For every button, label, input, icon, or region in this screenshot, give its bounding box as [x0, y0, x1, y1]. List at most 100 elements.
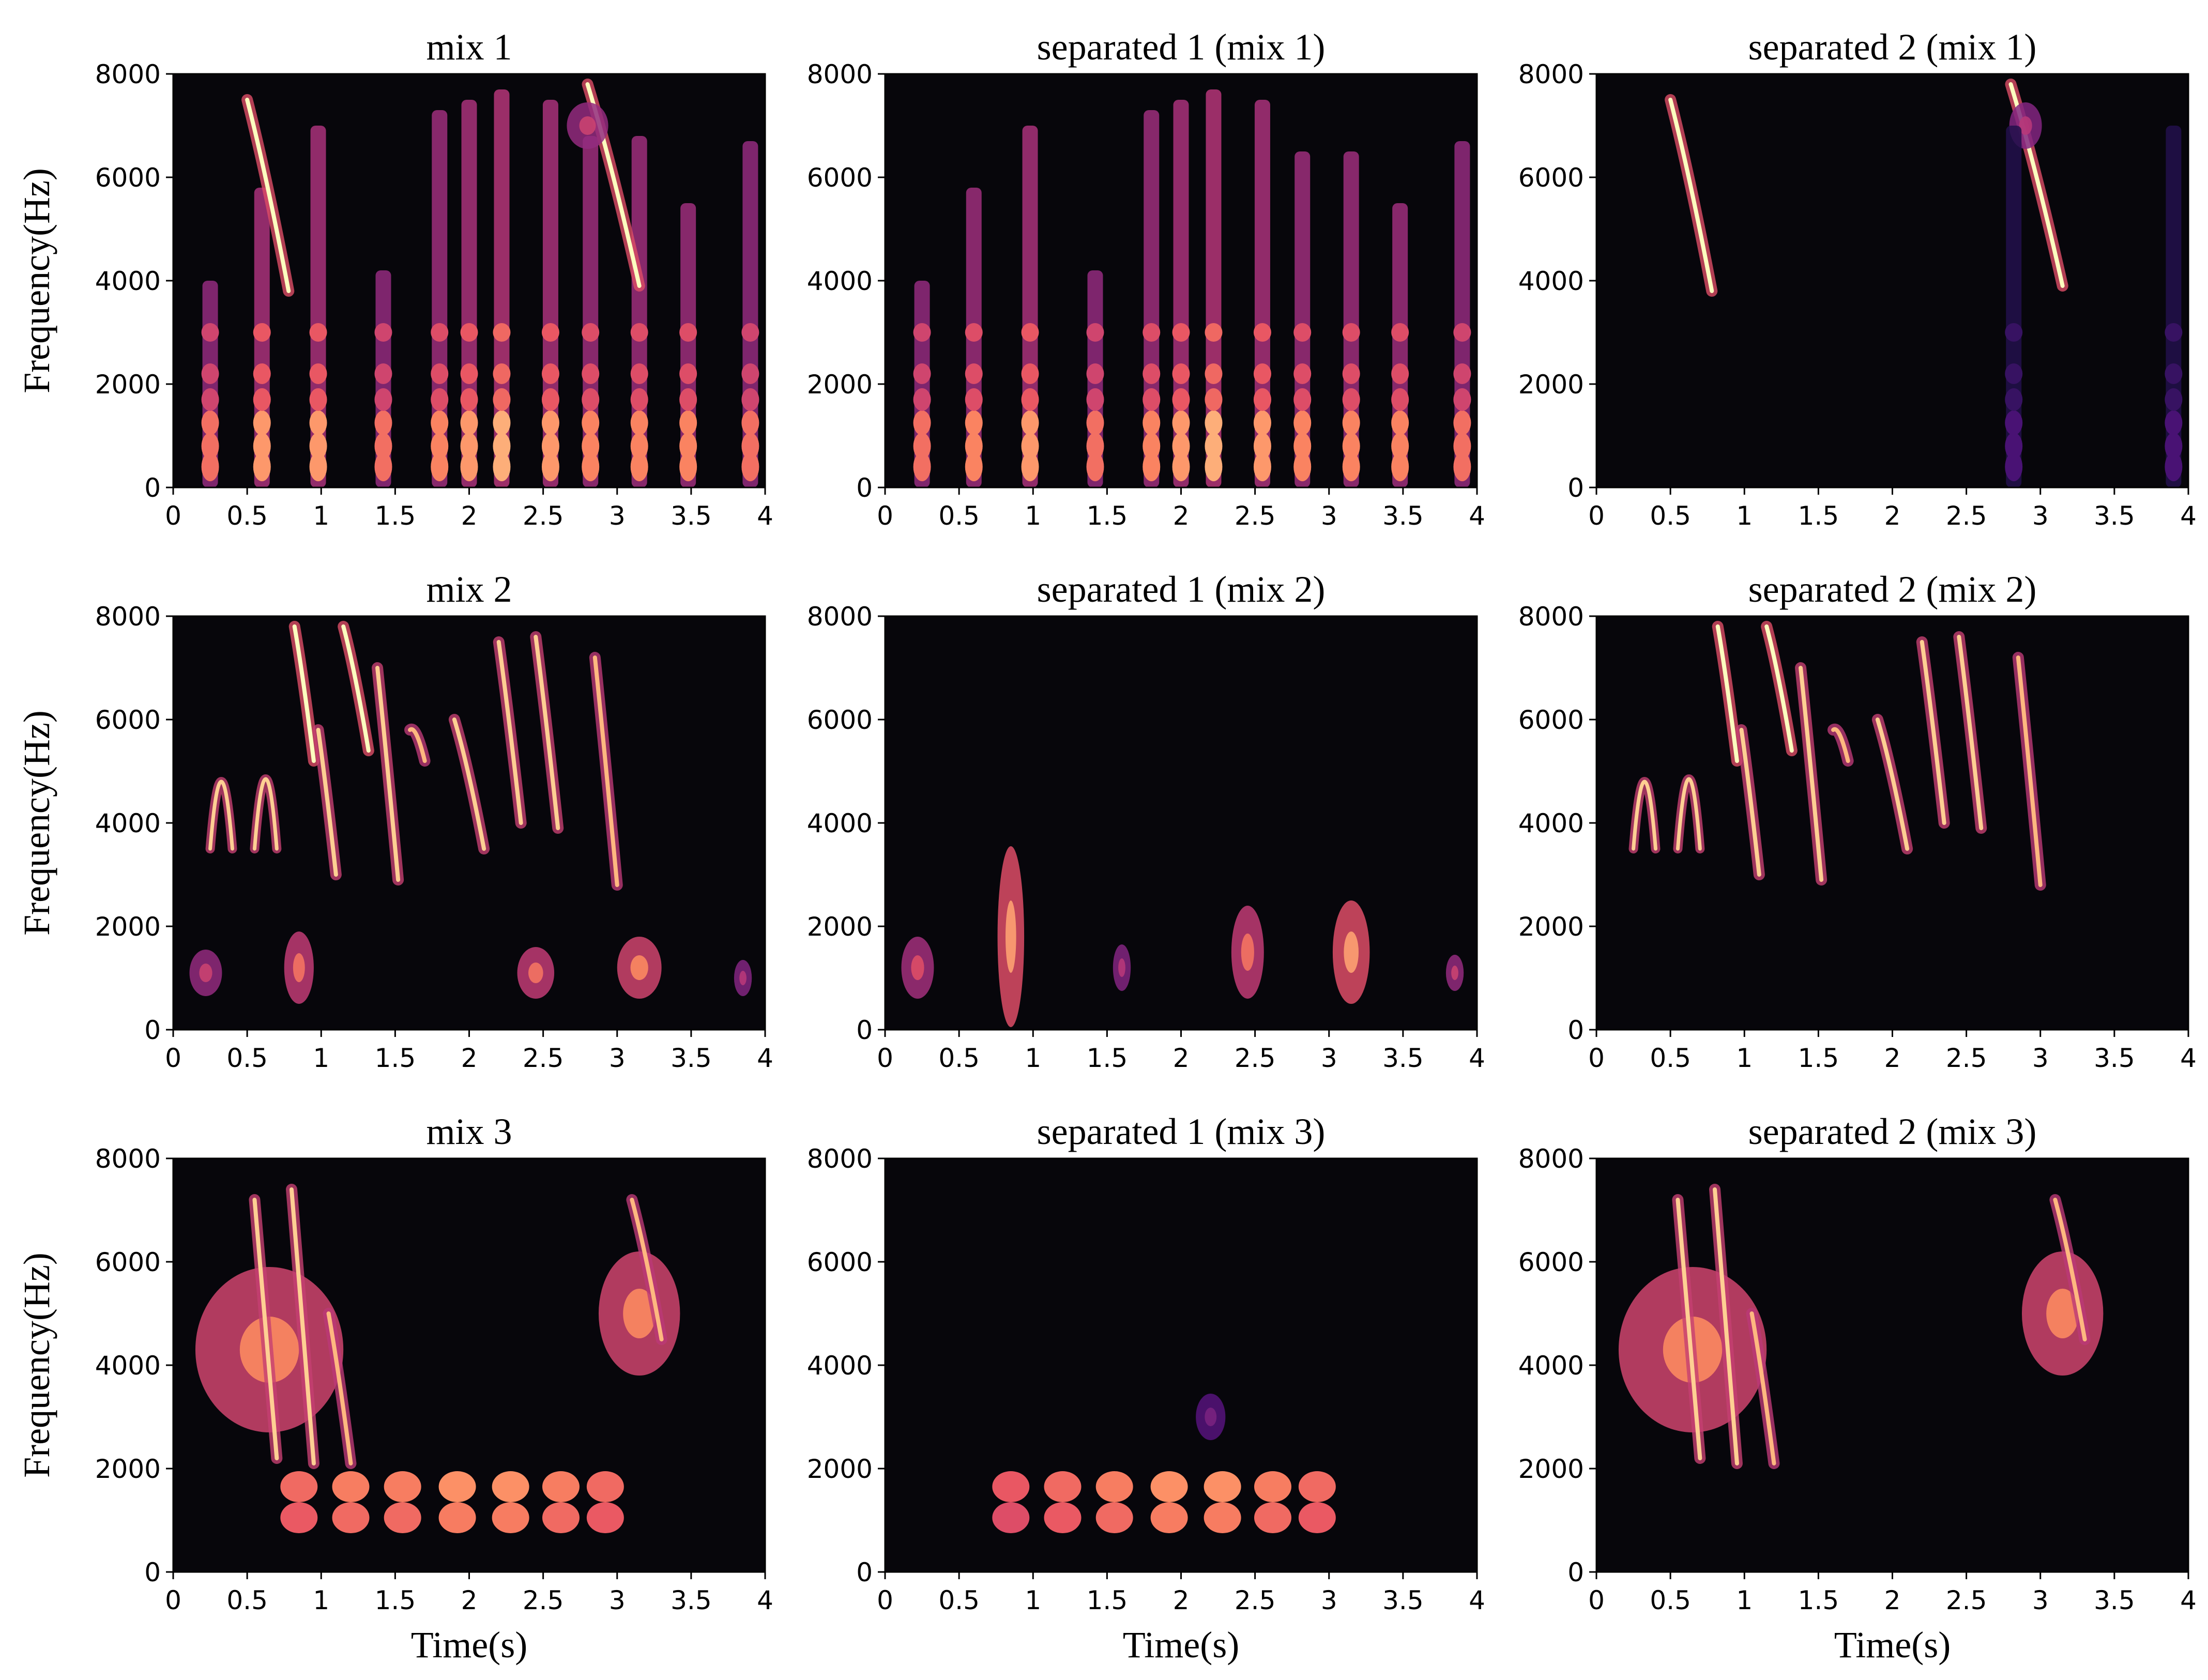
energy-blob [374, 452, 392, 481]
energy-blob [460, 452, 478, 481]
x-tick-label: 0 [877, 501, 893, 531]
energy-blob [460, 410, 478, 435]
energy-blob [374, 410, 392, 435]
energy-blob [582, 388, 600, 411]
x-tick-label: 2.5 [523, 1043, 564, 1073]
energy-blob [913, 452, 931, 481]
energy-syllable [384, 1502, 421, 1533]
energy-syllable [1150, 1471, 1188, 1502]
energy-sweep [452, 717, 486, 851]
energy-blob [1021, 388, 1039, 411]
x-tick-label: 2.5 [1946, 1043, 1987, 1073]
energy-blob [374, 388, 392, 411]
x-tick-label: 4 [757, 501, 773, 531]
energy-blob [1172, 410, 1190, 435]
energy-blob [2165, 388, 2183, 411]
x-tick-label: 1 [1736, 1585, 1753, 1615]
energy-sweep [1875, 717, 1910, 851]
y-tick-label: 2000 [1518, 370, 1584, 400]
energy-blob [1253, 433, 1271, 460]
y-tick-label: 0 [1567, 1557, 1584, 1587]
energy-blob [1021, 433, 1039, 460]
energy-blob [1143, 363, 1161, 384]
energy-blob [1172, 433, 1190, 460]
x-tick-label: 2 [1173, 501, 1190, 531]
y-tick-label: 0 [856, 473, 873, 503]
energy-blob [1453, 388, 1471, 411]
energy-sweep [326, 1311, 353, 1465]
x-tick-label: 1 [1736, 501, 1753, 531]
energy-blob [1453, 433, 1471, 460]
energy-blob [1453, 452, 1471, 481]
x-tick-label: 3 [1321, 1585, 1337, 1615]
energy-syllable [1204, 1471, 1241, 1502]
energy-syllable [332, 1471, 370, 1502]
energy-syllable [332, 1502, 370, 1533]
energy-sweep [375, 666, 401, 882]
panel-title: mix 3 [426, 1111, 512, 1152]
energy-blob [1205, 363, 1223, 384]
energy-blob [1342, 452, 1360, 481]
energy-blob [1391, 323, 1409, 342]
energy-blob [1391, 433, 1409, 460]
energy-blob [1342, 363, 1360, 384]
x-tick-label: 3.5 [1382, 1043, 1424, 1073]
energy-blob [679, 410, 697, 435]
energy-sweep [1676, 1198, 1702, 1460]
energy-sweep [316, 728, 338, 877]
energy-blob [431, 388, 449, 411]
x-tick-label: 1.5 [1798, 1585, 1839, 1615]
energy-blob [1086, 363, 1104, 384]
energy-blob [493, 433, 511, 460]
energy-blob [1086, 323, 1104, 342]
energy-blob-core [623, 1289, 656, 1338]
energy-blob [1342, 433, 1360, 460]
energy-blob [309, 363, 327, 384]
energy-syllable [1150, 1502, 1188, 1533]
spectrogram-energy [901, 846, 1464, 1027]
spectrogram-background [1596, 616, 2188, 1030]
panel-title: separated 1 (mix 1) [1037, 26, 1326, 68]
energy-blob-core [1006, 900, 1016, 973]
energy-blob [1453, 410, 1471, 435]
energy-blob [1293, 323, 1312, 342]
energy-blob-core [2046, 1289, 2079, 1338]
y-tick-label: 6000 [95, 163, 161, 193]
panel-title: separated 1 (mix 2) [1037, 569, 1326, 610]
spectrogram-energy [195, 1184, 680, 1533]
spectrogram-panel: 0 0.5 1 1.5 2 2.5 3 3.5 4 0 2000 4000 6000 8000 separa… [1518, 569, 2197, 1073]
x-tick-label: 1.5 [1798, 1043, 1839, 1073]
energy-pulse [1206, 89, 1222, 487]
energy-pulse [494, 89, 510, 487]
energy-sweep [341, 624, 371, 753]
energy-blob [1253, 452, 1271, 481]
y-tick-label: 8000 [807, 1144, 873, 1174]
x-tick-label: 0.5 [1650, 501, 1691, 531]
energy-syllable [992, 1502, 1030, 1533]
energy-blob [201, 452, 219, 481]
x-tick-label: 1.5 [1087, 501, 1128, 531]
spectrogram-panel: 0 0.5 1 1.5 2 2.5 3 3.5 4 0 2000 4000 6000 8000 mix 3 F… [16, 1111, 773, 1666]
spectrogram-energy [201, 79, 759, 487]
energy-blob [679, 323, 697, 342]
energy-blob [493, 410, 511, 435]
x-tick-label: 1.5 [1087, 1043, 1128, 1073]
x-tick-label: 3 [1321, 1043, 1337, 1073]
energy-blob [374, 363, 392, 384]
energy-sweep [245, 98, 291, 293]
y-tick-label: 6000 [1518, 163, 1584, 193]
x-tick-label: 3 [609, 1043, 626, 1073]
x-tick-label: 3.5 [671, 1043, 712, 1073]
energy-blob [460, 363, 478, 384]
y-tick-label: 0 [1567, 473, 1584, 503]
y-tick-label: 4000 [807, 808, 873, 838]
y-axis-label: Frequency(Hz) [16, 1253, 57, 1478]
x-tick-label: 3.5 [671, 501, 712, 531]
energy-blob [741, 433, 759, 460]
spectrogram-energy [1628, 621, 2046, 891]
energy-blob [582, 410, 600, 435]
energy-blob-core [528, 963, 543, 983]
x-tick-label: 3.5 [2094, 1043, 2135, 1073]
energy-syllable [1204, 1502, 1241, 1533]
